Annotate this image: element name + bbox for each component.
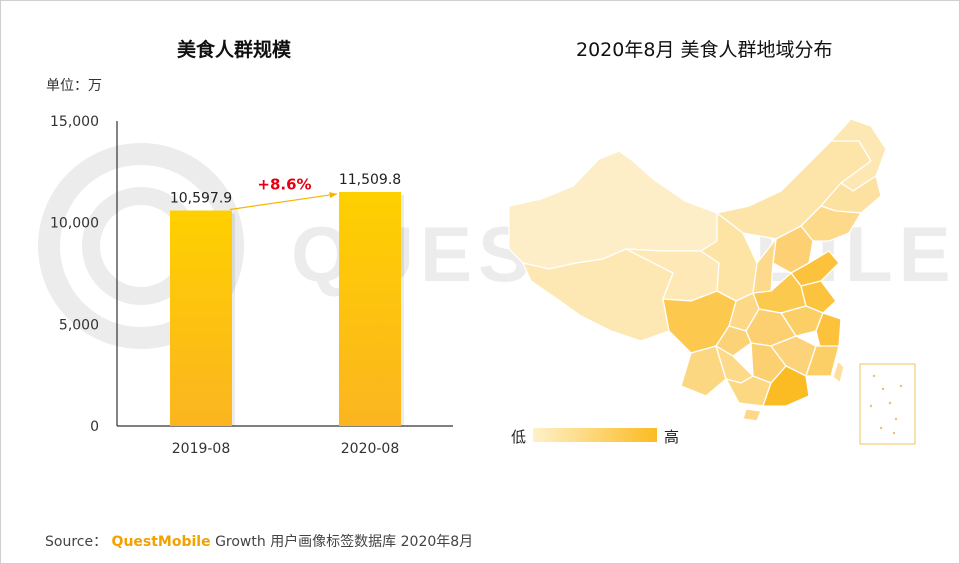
- unit-label: 单位：万: [46, 78, 102, 94]
- china-map: [508, 118, 887, 422]
- bar-value-label: 11,509.8: [339, 172, 401, 188]
- source-prefix: Source：: [45, 534, 108, 550]
- source-rest: Growth 用户画像标签数据库 2020年8月: [215, 534, 474, 550]
- region-hainan: [742, 408, 762, 422]
- south-china-sea-inset: [859, 363, 916, 445]
- bar-chart-title: 美食人群规模: [177, 39, 292, 61]
- x-tick-label: 2019-08: [172, 441, 231, 457]
- region-fujian: [805, 345, 840, 377]
- bar-2019-08: [170, 210, 232, 426]
- growth-label: +8.6%: [257, 176, 311, 194]
- growth-arrow-head: [329, 191, 337, 199]
- map-legend-gradient: [533, 428, 657, 442]
- bar-2020-08: [339, 191, 401, 426]
- region-shanxi: [752, 238, 777, 294]
- bar-value-label: 10,597.9: [170, 191, 232, 207]
- region-taiwan: [832, 360, 845, 384]
- y-tick-label: 5,000: [59, 317, 99, 333]
- source-brand: QuestMobile: [111, 534, 211, 550]
- y-tick-label: 15,000: [50, 114, 99, 130]
- region-yunnan: [680, 345, 727, 397]
- y-tick-label: 0: [90, 419, 99, 435]
- growth-arrow-line: [229, 193, 338, 211]
- source-note: Source： QuestMobile Growth 用户画像标签数据库 202…: [45, 531, 473, 551]
- region-liaoning: [800, 205, 862, 242]
- region-guangdong: [762, 365, 810, 407]
- region-jiangsu: [800, 280, 837, 314]
- legend-low-label: 低: [511, 428, 527, 446]
- map-chart-title: 2020年8月 美食人群地域分布: [576, 39, 833, 61]
- legend-high-label: 高: [664, 428, 680, 446]
- y-tick-label: 10,000: [50, 216, 99, 232]
- x-tick-label: 2020-08: [341, 441, 400, 457]
- bar-chart: 0 5,000 10,000 15,000 10,597.9 2019-08 11,509.…: [50, 114, 453, 457]
